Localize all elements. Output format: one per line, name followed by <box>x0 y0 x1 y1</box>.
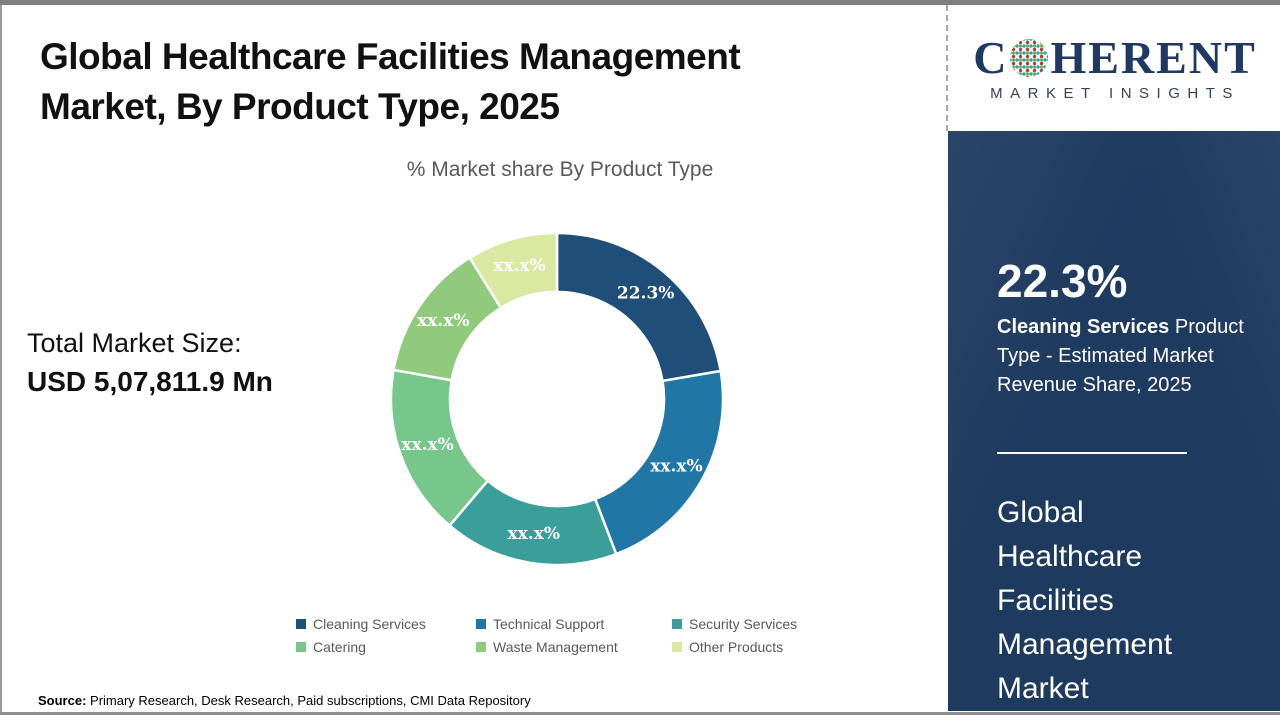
coherent-logo: C HERENT <box>973 31 1257 83</box>
bottom-border <box>0 712 1280 715</box>
source-text: Primary Research, Desk Research, Paid su… <box>86 693 531 708</box>
logo-word-rest: HERENT <box>1050 31 1257 83</box>
legend-label: Waste Management <box>493 639 618 655</box>
market-name-line: Healthcare <box>997 540 1143 573</box>
market-name-line: Global <box>997 496 1084 529</box>
left-border <box>0 5 2 715</box>
sidebar-stat-value: 22.3% <box>997 255 1128 307</box>
donut-slice-label: xx.x% <box>508 524 560 544</box>
legend-label: Security Services <box>689 616 798 632</box>
legend-label: Catering <box>313 639 366 655</box>
legend-label: Cleaning Services <box>313 616 426 632</box>
donut-slice-label: 22.3% <box>617 283 675 303</box>
legend-swatch-icon <box>296 642 306 652</box>
total-market-size: Total Market Size: USD 5,07,811.9 Mn <box>27 324 282 402</box>
donut-slice-label: xx.x% <box>401 435 453 455</box>
legend-item-catering: Catering <box>296 639 476 655</box>
coherent-logo-globe-icon <box>1010 38 1049 77</box>
legend-item-waste-management: Waste Management <box>476 639 672 655</box>
donut-slice-label: xx.x% <box>493 256 545 276</box>
total-market-label: Total Market Size: <box>27 328 242 358</box>
sidebar-panel: 22.3% Cleaning Services Product Type - E… <box>948 131 1280 711</box>
logo-letter-c: C <box>973 31 1009 83</box>
top-border <box>0 0 1280 5</box>
legend-swatch-icon <box>672 642 682 652</box>
page-title-line1: Global Healthcare Facilities Management <box>40 36 741 77</box>
donut-slice-cleaning-services <box>555 231 722 383</box>
donut-slice-label: xx.x% <box>417 311 469 331</box>
sidebar-divider <box>997 452 1187 454</box>
donut-chart: 22.3% xx.x% xx.x% xx.x% xx.x% xx.x% <box>389 231 725 567</box>
sidebar-market-name: Global Healthcare Facilities Management … <box>997 491 1172 711</box>
legend-item-security-services: Security Services <box>672 616 797 632</box>
sidebar-stat-rest: Product Type - Estimated Market Revenue … <box>997 316 1244 396</box>
page-title-line2: Market, By Product Type, 2025 <box>40 86 560 127</box>
chart-subtitle: % Market share By Product Type <box>406 158 714 181</box>
sidebar-stat-segment: Cleaning Services <box>997 316 1170 338</box>
legend-swatch-icon <box>672 619 682 629</box>
chart-legend: Cleaning Services Technical Support Securi… <box>296 616 797 655</box>
market-name-line: Market <box>997 672 1089 705</box>
source-line: Source: Primary Research, Desk Research,… <box>38 693 531 708</box>
legend-item-cleaning-services: Cleaning Services <box>296 616 476 632</box>
total-market-value: USD 5,07,811.9 Mn <box>27 366 273 397</box>
legend-label: Other Products <box>689 639 784 655</box>
market-name-line: Facilities <box>997 584 1114 617</box>
logo-tagline: MARKET INSIGHTS <box>990 84 1240 102</box>
dashed-separator <box>946 5 948 131</box>
page-title: Global Healthcare Facilities Management … <box>40 32 820 132</box>
legend-swatch-icon <box>296 619 306 629</box>
logo-panel: C HERENT MARKET INSIGHTS <box>950 5 1280 131</box>
legend-label: Technical Support <box>493 616 605 632</box>
legend-item-other-products: Other Products <box>672 639 797 655</box>
legend-swatch-icon <box>476 642 486 652</box>
legend-swatch-icon <box>476 619 486 629</box>
sidebar-stat-description: Cleaning Services Product Type - Estimat… <box>997 313 1252 400</box>
donut-chart-svg: 22.3% xx.x% xx.x% xx.x% xx.x% xx.x% <box>389 231 725 567</box>
source-label: Source: <box>38 693 87 708</box>
market-name-line: Management <box>997 628 1173 661</box>
legend-item-technical-support: Technical Support <box>476 616 672 632</box>
donut-slice-label: xx.x% <box>650 457 702 477</box>
donut-slice-other-products <box>468 231 559 310</box>
